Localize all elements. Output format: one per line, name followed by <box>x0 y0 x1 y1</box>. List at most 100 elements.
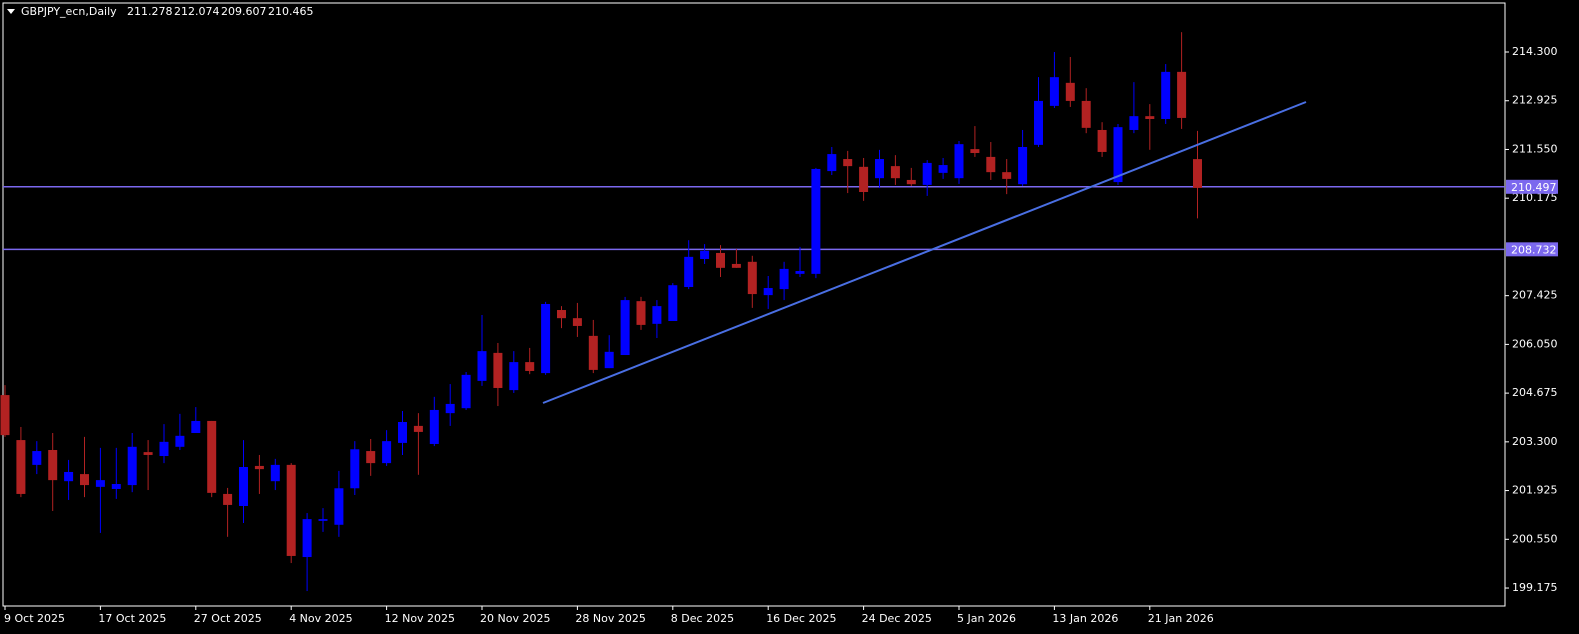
y-tick-label: 210.175 <box>1512 191 1558 204</box>
level-label: 208.732 <box>1511 243 1557 256</box>
candle-body <box>970 149 980 154</box>
y-tick-label: 204.675 <box>1512 386 1558 399</box>
candle-body <box>382 441 392 464</box>
level-label-box <box>1506 242 1558 257</box>
candle-body <box>16 440 26 494</box>
candle-body <box>254 465 264 470</box>
candle-body <box>700 250 710 259</box>
y-tick-label: 207.425 <box>1512 289 1558 302</box>
candle-body <box>906 179 916 185</box>
candle-body <box>636 301 646 325</box>
candle-body <box>731 263 741 268</box>
x-tick-label: 17 Oct 2025 <box>98 612 166 625</box>
candle-body <box>541 303 551 374</box>
y-tick-label: 203.300 <box>1512 435 1558 448</box>
candle-body <box>48 449 58 481</box>
candle-body <box>445 403 455 414</box>
symbol-title: GBPJPY_ecn,Daily <box>21 5 117 18</box>
header-close: 210.465 <box>268 5 314 18</box>
candle-body <box>954 144 964 179</box>
candle-body <box>1065 82 1075 101</box>
header-open: 211.278 <box>127 5 173 18</box>
x-tick-label: 5 Jan 2026 <box>957 612 1016 625</box>
candle-body <box>588 335 598 370</box>
candle-body <box>668 285 678 321</box>
candle-body <box>779 268 789 290</box>
candle-body <box>366 451 376 464</box>
candle-body <box>159 441 169 457</box>
candle-body <box>1113 127 1123 183</box>
level-label: 210.497 <box>1511 181 1557 194</box>
candle-body <box>684 256 694 287</box>
candle-body <box>890 166 900 179</box>
x-tick-label: 9 Oct 2025 <box>4 612 65 625</box>
candle-body <box>811 168 821 274</box>
candle-body <box>1193 159 1202 188</box>
candle-body <box>1161 71 1171 119</box>
candle-body <box>938 165 948 173</box>
candle-body <box>95 480 105 487</box>
y-tick-label: 199.175 <box>1512 581 1558 594</box>
candle-body <box>1018 146 1028 185</box>
candle-body <box>207 420 217 493</box>
y-tick-label: 211.550 <box>1512 142 1558 155</box>
candle-body <box>1129 116 1139 130</box>
candle-body <box>1081 100 1091 128</box>
level-label-box <box>1506 179 1558 194</box>
trend-line <box>542 101 1307 404</box>
x-tick-label: 4 Nov 2025 <box>289 612 352 625</box>
candle-body <box>64 471 74 482</box>
candle-body <box>286 464 296 556</box>
candle-body <box>525 362 535 371</box>
header-low: 209.607 <box>221 5 267 18</box>
candle-body <box>477 351 487 381</box>
candle-body <box>1097 129 1107 152</box>
candle-body <box>1177 71 1187 118</box>
candle-body <box>32 451 42 465</box>
candle-body <box>795 271 805 274</box>
candle-body <box>1034 100 1043 145</box>
candle-body <box>557 310 566 319</box>
y-tick-label: 201.925 <box>1512 484 1558 497</box>
candle-body <box>350 449 360 489</box>
plot-frame <box>2 2 1506 607</box>
candle-body <box>398 421 407 443</box>
header-high: 212.074 <box>174 5 220 18</box>
x-tick-label: 28 Nov 2025 <box>575 612 645 625</box>
x-tick-label: 13 Jan 2026 <box>1052 612 1118 625</box>
candle-body <box>239 467 248 506</box>
candle-body <box>604 351 614 369</box>
y-tick-label: 200.550 <box>1512 532 1558 545</box>
y-tick-label: 212.925 <box>1512 94 1558 107</box>
y-tick-label: 214.300 <box>1512 45 1558 58</box>
candle-body <box>429 409 439 444</box>
candle-body <box>620 300 630 356</box>
candle-body <box>413 425 423 432</box>
candle-body <box>0 395 10 436</box>
x-tick-label: 8 Dec 2025 <box>671 612 734 625</box>
menu-triangle <box>7 9 15 14</box>
x-tick-label: 27 Oct 2025 <box>194 612 262 625</box>
candle-body <box>493 352 503 388</box>
candle-body <box>143 452 153 455</box>
candle-body <box>747 261 757 295</box>
candle-body <box>111 484 121 489</box>
candle-body <box>572 318 582 326</box>
candle-body <box>80 474 89 486</box>
candle-body <box>827 154 837 172</box>
candle-body <box>302 519 312 558</box>
x-tick-label: 16 Dec 2025 <box>766 612 836 625</box>
y-tick-label: 206.050 <box>1512 337 1558 350</box>
candle-body <box>127 446 137 486</box>
x-tick-label: 12 Nov 2025 <box>385 612 455 625</box>
candle-body <box>191 420 201 433</box>
candle-body <box>318 519 328 521</box>
candle-body <box>461 374 471 409</box>
candle-body <box>223 493 233 505</box>
candle-body <box>875 159 884 179</box>
candle-body <box>716 252 725 268</box>
candle-body <box>986 156 996 173</box>
candle-body <box>270 464 280 482</box>
